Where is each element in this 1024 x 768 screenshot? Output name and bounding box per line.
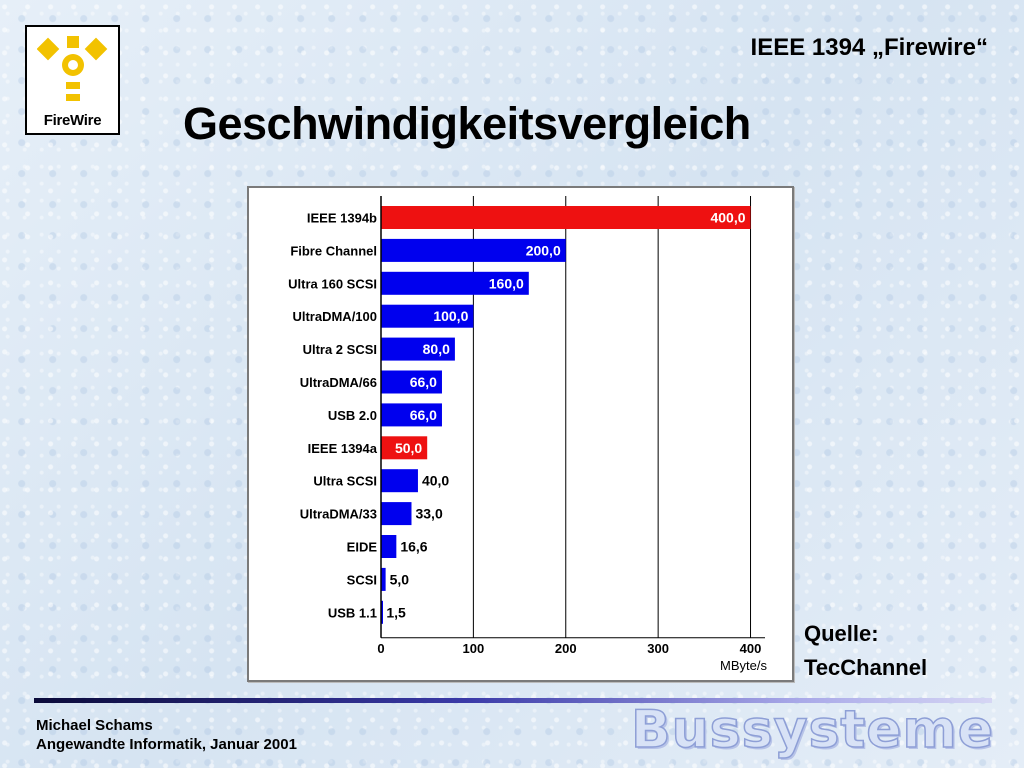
category-label-10: EIDE	[347, 540, 378, 555]
category-label-0: IEEE 1394b	[307, 211, 377, 226]
value-label-5: 66,0	[410, 374, 437, 390]
bar-8	[381, 469, 418, 493]
footer-divider	[34, 698, 992, 703]
category-label-2: Ultra 160 SCSI	[288, 276, 377, 291]
watermark: Bussysteme	[630, 699, 994, 761]
x-tick-label-0: 0	[377, 641, 384, 656]
value-label-3: 100,0	[433, 308, 468, 324]
logo-text: FireWire	[43, 112, 102, 129]
topic-heading: IEEE 1394 „Firewire“	[750, 34, 988, 61]
chart-panel: IEEE 1394b 400,0 Fibre Channel 200,0 Ultra 1…	[247, 186, 794, 682]
source-note: Quelle: TecChannel	[804, 617, 927, 685]
bar-3	[381, 304, 474, 328]
x-tick-label-300: 300	[647, 641, 669, 656]
bar-4	[381, 337, 455, 361]
bar-6	[381, 403, 442, 427]
value-label-10: 16,6	[400, 539, 427, 555]
x-tick-label-400: 400	[740, 641, 762, 656]
x-tick-label-100: 100	[463, 641, 485, 656]
value-label-6: 66,0	[410, 407, 437, 423]
value-label-4: 80,0	[423, 341, 450, 357]
bar-2	[381, 271, 529, 295]
category-label-11: SCSI	[347, 572, 377, 587]
bar-7	[381, 436, 428, 460]
footer-course: Angewandte Informatik, Januar 2001	[36, 736, 297, 753]
value-label-8: 40,0	[422, 473, 449, 489]
category-label-6: USB 2.0	[328, 408, 377, 423]
firewire-logo-icon	[37, 36, 108, 101]
bar-0	[381, 206, 751, 229]
category-label-8: Ultra SCSI	[313, 474, 377, 489]
x-tick-label-200: 200	[555, 641, 577, 656]
bar-9	[381, 502, 412, 526]
x-axis-label: MByte/s	[720, 658, 767, 673]
category-label-3: UltraDMA/100	[292, 309, 377, 324]
bar-1	[381, 238, 566, 262]
value-label-7: 50,0	[395, 440, 422, 456]
source-name: TecChannel	[804, 655, 928, 680]
page-title: Geschwindigkeitsvergleich	[183, 98, 751, 149]
value-label-9: 33,0	[415, 506, 442, 522]
value-label-0: 400,0	[710, 210, 745, 226]
footer-author: Michael Schams	[36, 717, 153, 734]
value-label-1: 200,0	[526, 242, 561, 258]
footer: Michael Schams Angewandte Informatik, Ja…	[36, 716, 297, 754]
category-label-12: USB 1.1	[328, 605, 377, 620]
firewire-logo: FireWire	[25, 25, 120, 135]
category-label-1: Fibre Channel	[290, 243, 377, 258]
bar-chart: IEEE 1394b 400,0 Fibre Channel 200,0 Ultra 1…	[288, 196, 767, 673]
category-label-5: UltraDMA/66	[300, 375, 377, 390]
bar-5	[381, 370, 442, 394]
bar-12	[381, 600, 383, 624]
category-label-4: Ultra 2 SCSI	[303, 342, 377, 357]
value-label-11: 5,0	[390, 571, 410, 587]
category-label-9: UltraDMA/33	[300, 507, 377, 522]
bar-11	[381, 567, 386, 591]
value-label-12: 1,5	[386, 604, 406, 620]
source-label: Quelle:	[804, 621, 879, 646]
value-label-2: 160,0	[489, 275, 524, 291]
category-label-7: IEEE 1394a	[308, 441, 378, 456]
bar-10	[381, 535, 397, 558]
